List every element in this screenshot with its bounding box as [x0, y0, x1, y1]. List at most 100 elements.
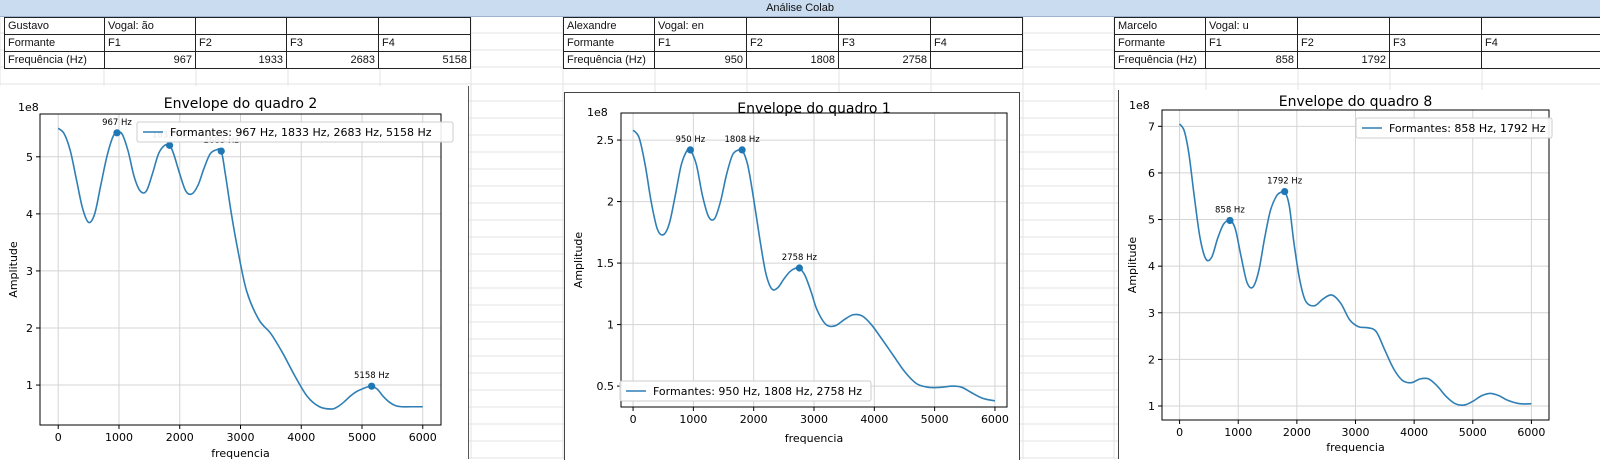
table-row: Formante F1 F2 F3 F4 — [1115, 35, 1600, 52]
x-tick-label: 6000 — [1517, 426, 1545, 439]
formant-label-cell[interactable]: Formante — [5, 35, 105, 52]
frequency-cell[interactable]: 2683 — [287, 52, 379, 69]
frequency-cell[interactable]: 1808 — [747, 52, 839, 69]
formant-cell[interactable]: F4 — [379, 35, 471, 52]
frequency-cell[interactable] — [1390, 52, 1482, 69]
peak-marker — [1226, 217, 1233, 224]
frequency-cell[interactable] — [931, 52, 1023, 69]
frequency-label-cell[interactable]: Frequência (Hz) — [5, 52, 105, 69]
x-tick-label: 3000 — [1342, 426, 1370, 439]
formant-label-cell[interactable]: Formante — [564, 35, 655, 52]
peak-marker — [739, 146, 746, 153]
y-tick-label: 4 — [26, 208, 33, 221]
y-tick-label: 2 — [607, 196, 614, 209]
speaker-cell[interactable]: Gustavo — [5, 18, 105, 35]
frequency-cell[interactable]: 950 — [655, 52, 747, 69]
formant-cell[interactable]: F2 — [1298, 35, 1390, 52]
y-tick-label: 6 — [1148, 167, 1155, 180]
y-tick-label: 7 — [1148, 120, 1155, 133]
x-tick-label: 2000 — [166, 431, 194, 444]
empty-cell[interactable] — [1482, 18, 1600, 35]
formant-cell[interactable]: F3 — [1390, 35, 1482, 52]
x-tick-label: 2000 — [740, 413, 768, 426]
y-tick-label: 1 — [26, 379, 33, 392]
peak-marker — [796, 264, 803, 271]
empty-cell[interactable] — [196, 18, 287, 35]
chart-title: Envelope do quadro 8 — [1279, 94, 1433, 110]
frequency-label-cell[interactable]: Frequência (Hz) — [1115, 52, 1206, 69]
vowel-cell[interactable]: Vogal: ão — [105, 18, 196, 35]
peak-label: 950 Hz — [675, 135, 705, 145]
vowel-cell[interactable]: Vogal: u — [1206, 18, 1298, 35]
x-axis-label: frequencia — [1326, 441, 1384, 454]
x-tick-label: 0 — [1176, 426, 1183, 439]
y-tick-label: 5 — [26, 151, 33, 164]
y-tick-label: 2 — [26, 322, 33, 335]
peak-label: 967 Hz — [102, 118, 132, 128]
empty-cell[interactable] — [839, 18, 931, 35]
speaker-cell[interactable]: Alexandre — [564, 18, 655, 35]
frequency-cell[interactable]: 858 — [1206, 52, 1298, 69]
y-axis-label: Amplitude — [572, 232, 585, 289]
frequency-cell[interactable] — [1482, 52, 1600, 69]
empty-cell[interactable] — [287, 18, 379, 35]
x-tick-label: 1000 — [105, 431, 133, 444]
x-tick-label: 4000 — [860, 413, 888, 426]
empty-cell[interactable] — [379, 18, 471, 35]
formant-cell[interactable]: F3 — [287, 35, 379, 52]
formant-cell[interactable]: F1 — [655, 35, 747, 52]
speaker-cell[interactable]: Marcelo — [1115, 18, 1206, 35]
table-row: Frequência (Hz) 967 1933 2683 5158 — [5, 52, 471, 69]
y-tick-label: 0.5 — [597, 380, 615, 393]
empty-cell[interactable] — [1390, 18, 1482, 35]
frequency-label-cell[interactable]: Frequência (Hz) — [564, 52, 655, 69]
vowel-cell[interactable]: Vogal: en — [655, 18, 747, 35]
empty-cell[interactable] — [747, 18, 839, 35]
formant-table-marcelo: Marcelo Vogal: u Formante F1 F2 F3 F4 Fr… — [1114, 17, 1600, 69]
y-tick-label: 1 — [607, 319, 614, 332]
y-tick-label: 1.5 — [597, 257, 615, 270]
table-row: Alexandre Vogal: en — [564, 18, 1023, 35]
frequency-cell[interactable]: 2758 — [839, 52, 931, 69]
legend-label: Formantes: 967 Hz, 1833 Hz, 2683 Hz, 515… — [170, 126, 432, 139]
peak-marker — [368, 383, 375, 390]
empty-cell[interactable] — [931, 18, 1023, 35]
x-tick-label: 3000 — [227, 431, 255, 444]
y-axis-label: Amplitude — [1126, 237, 1139, 294]
formant-cell[interactable]: F4 — [931, 35, 1023, 52]
empty-cell[interactable] — [1298, 18, 1390, 35]
x-tick-label: 4000 — [287, 431, 315, 444]
formant-cell[interactable]: F2 — [196, 35, 287, 52]
x-tick-label: 6000 — [981, 413, 1009, 426]
y-axis-label: Amplitude — [7, 241, 20, 298]
y-multiplier-label: 1e8 — [18, 101, 39, 114]
peak-label: 1808 Hz — [725, 135, 761, 145]
formant-label-cell[interactable]: Formante — [1115, 35, 1206, 52]
y-tick-label: 2.5 — [597, 134, 615, 147]
formant-cell[interactable]: F4 — [1482, 35, 1600, 52]
y-tick-label: 5 — [1148, 214, 1155, 227]
frequency-cell[interactable]: 5158 — [379, 52, 471, 69]
x-tick-label: 6000 — [409, 431, 437, 444]
x-tick-label: 5000 — [348, 431, 376, 444]
formant-cell[interactable]: F1 — [1206, 35, 1298, 52]
y-multiplier-label: 1e8 — [1129, 99, 1150, 112]
peak-label: 1792 Hz — [1267, 177, 1303, 187]
formant-cell[interactable]: F3 — [839, 35, 931, 52]
formant-cell[interactable]: F2 — [747, 35, 839, 52]
frequency-cell[interactable]: 1933 — [196, 52, 287, 69]
legend-label: Formantes: 858 Hz, 1792 Hz — [1389, 122, 1546, 135]
formant-table-gustavo: Gustavo Vogal: ão Formante F1 F2 F3 F4 F… — [4, 17, 471, 69]
frequency-cell[interactable]: 967 — [105, 52, 196, 69]
peak-label: 5158 Hz — [354, 371, 390, 381]
formant-cell[interactable]: F1 — [105, 35, 196, 52]
x-tick-label: 4000 — [1400, 426, 1428, 439]
frequency-cell[interactable]: 1792 — [1298, 52, 1390, 69]
y-multiplier-label: 1e8 — [587, 106, 608, 119]
peak-marker — [113, 129, 120, 136]
